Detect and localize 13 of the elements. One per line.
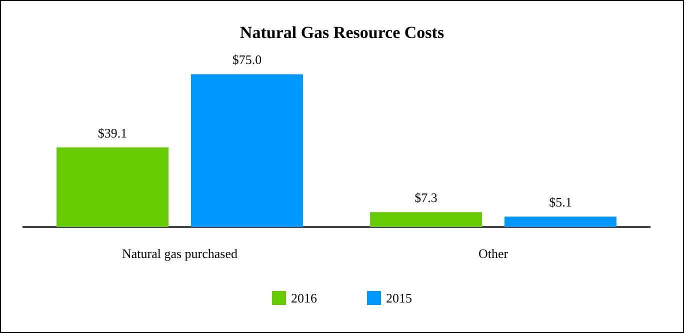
x-tick-label: Other	[478, 246, 509, 261]
bar	[504, 216, 616, 227]
data-label: $39.1	[98, 125, 128, 140]
bar	[190, 74, 303, 227]
data-label: $7.3	[414, 190, 438, 206]
legend-label: 2015	[386, 290, 412, 306]
data-label: $75.0	[232, 52, 262, 68]
chart-title: Natural Gas Resource Costs	[240, 23, 444, 42]
data-label: $5.1	[549, 194, 572, 210]
legend-label: 2016	[291, 290, 318, 306]
x-tick-label: Natural gas purchased	[122, 246, 238, 261]
bar	[370, 212, 482, 227]
bar	[56, 147, 169, 227]
